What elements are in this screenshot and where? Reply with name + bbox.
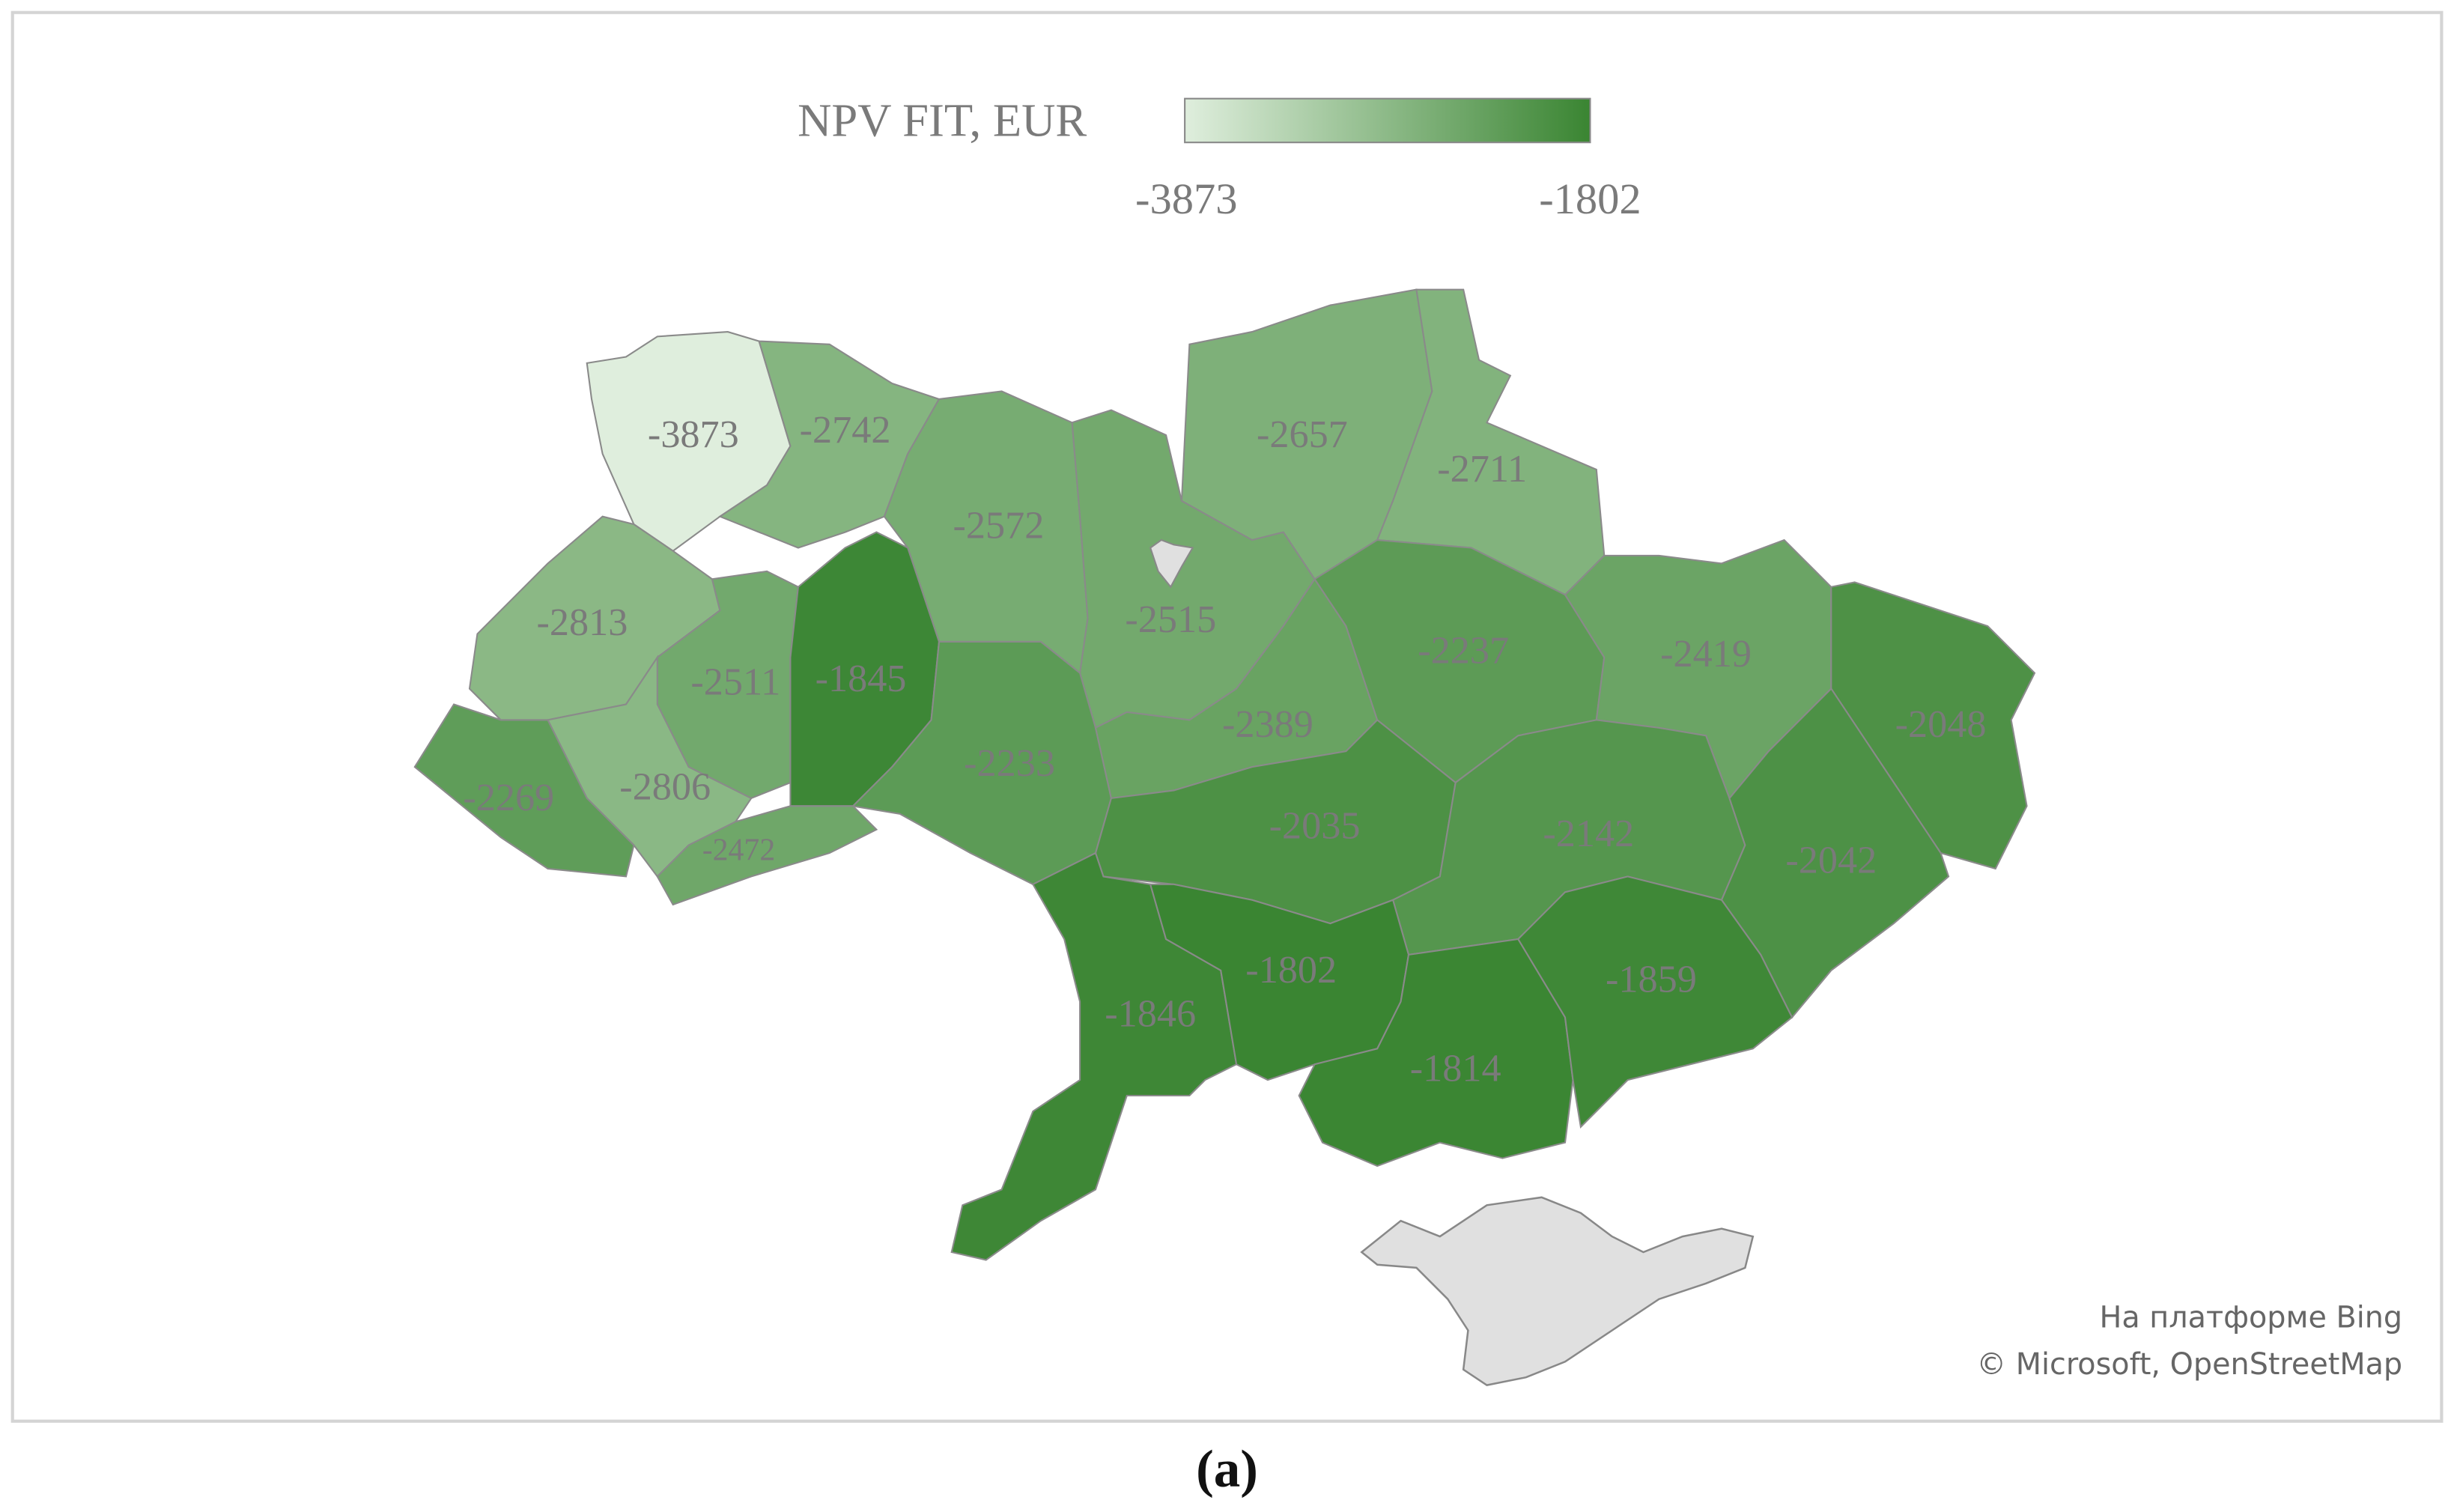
kyiv-city — [1149, 538, 1194, 589]
region-label: -2389 — [1222, 702, 1313, 746]
region-label: -2233 — [964, 741, 1055, 785]
region-label: -1859 — [1606, 958, 1697, 1001]
region-label: -2742 — [800, 408, 891, 452]
region-label: -2419 — [1660, 632, 1752, 675]
region-label: -2572 — [953, 503, 1044, 547]
attribution: © Microsoft, OpenStreetMap — [1976, 1347, 2402, 1382]
region-label: -2511 — [690, 660, 780, 703]
region-label: -3873 — [648, 413, 739, 456]
region — [656, 805, 878, 906]
region-labels: -3873 -2742 -2572 -2515 -2657 -2711 -2813 -2511… — [463, 408, 1986, 1090]
region-label: -2813 — [537, 601, 628, 644]
region-label: -2806 — [619, 765, 711, 808]
region-label: -1814 — [1410, 1047, 1501, 1090]
region-label: -2035 — [1269, 804, 1361, 848]
regions — [413, 288, 2036, 1261]
region — [1516, 875, 1794, 1129]
region-label: -1802 — [1245, 948, 1337, 992]
region-label: -2269 — [463, 776, 554, 819]
caption: (a) — [1196, 1440, 1258, 1499]
legend-gradient — [1184, 97, 1591, 144]
legend-min: -3873 — [1135, 174, 1237, 223]
region-label: -1846 — [1105, 992, 1196, 1035]
region-label: -2657 — [1257, 413, 1348, 456]
region-label: -2237 — [1418, 629, 1509, 672]
region — [718, 340, 941, 549]
region-label: -2515 — [1125, 598, 1216, 641]
region-label: -2472 — [702, 834, 776, 868]
legend-title: NPV FIT, EUR — [798, 94, 1087, 147]
region-label: -1845 — [816, 657, 907, 700]
region — [413, 703, 635, 878]
attribution: На платформе Bing — [2099, 1300, 2402, 1335]
map-canvas: NPV FIT, EUR -3873 -1802 -3873 -2742 -2572… — [10, 10, 2444, 1499]
region-label: -2042 — [1785, 839, 1877, 882]
region — [1298, 938, 1574, 1168]
region-label: -2048 — [1895, 702, 1987, 746]
legend-max: -1802 — [1539, 174, 1641, 223]
region-label: -2142 — [1543, 812, 1634, 855]
region-label: -2711 — [1437, 447, 1527, 491]
crimea — [1360, 1196, 1755, 1386]
